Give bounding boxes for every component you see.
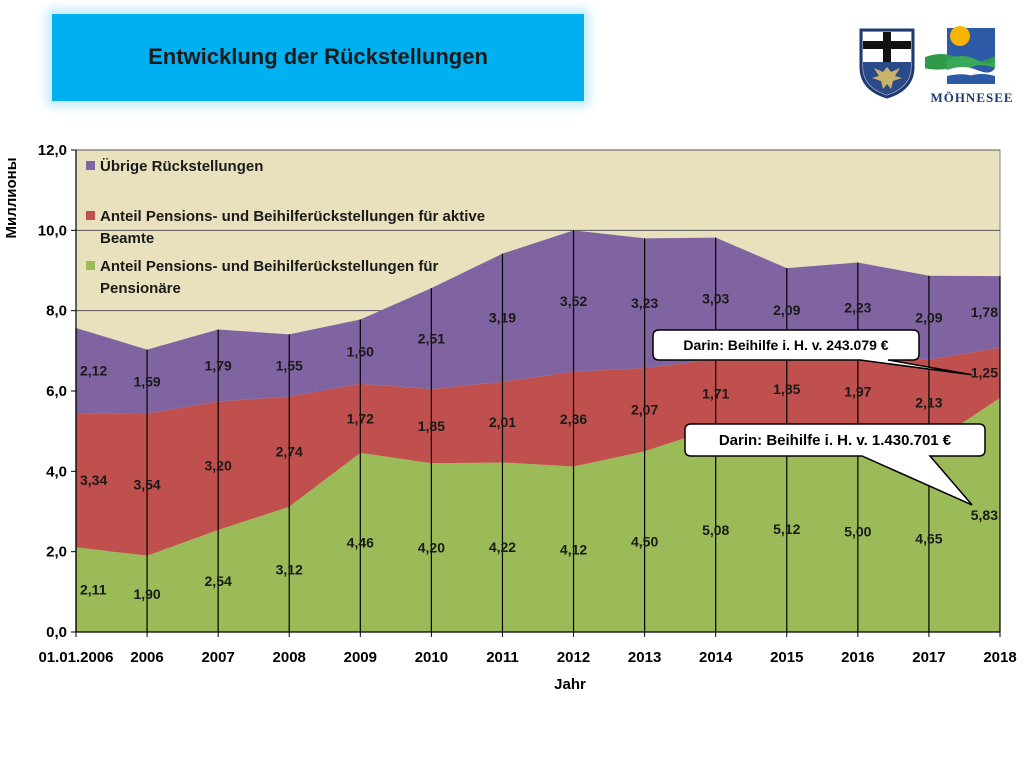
data-label: 4,20 xyxy=(418,540,445,556)
x-tick-label: 2017 xyxy=(912,649,945,666)
x-tick-label: 2012 xyxy=(557,649,590,666)
data-label: 2,54 xyxy=(205,573,232,589)
category-lines xyxy=(75,230,1001,632)
y-axis-title: Миллионы xyxy=(3,157,20,238)
x-tick-label: 2014 xyxy=(699,649,733,666)
data-label: 2,23 xyxy=(844,299,871,315)
x-tick-label: 01.01.2006 xyxy=(38,649,113,666)
x-tick-label: 2007 xyxy=(201,649,234,666)
data-label: 1,71 xyxy=(702,386,729,402)
x-tick-label: 2018 xyxy=(983,649,1016,666)
x-tick-label: 2011 xyxy=(486,649,519,666)
y-tick-label: 0,0 xyxy=(46,624,67,641)
data-label: 2,01 xyxy=(489,414,516,430)
y-tick-label: 6,0 xyxy=(46,383,67,400)
callout-text: Darin: Beihilfe i. H. v. 1.430.701 € xyxy=(719,432,952,449)
coat-of-arms-logo xyxy=(859,28,915,99)
page-title: Entwicklung der Rückstellungen xyxy=(148,44,488,69)
data-label: 1,90 xyxy=(133,586,160,602)
data-label: 2,36 xyxy=(560,411,587,427)
x-tick-label: 2010 xyxy=(415,649,448,666)
data-label: 1,85 xyxy=(418,418,445,434)
callout-box xyxy=(684,423,986,506)
legend-label: Übrige Rückstellungen xyxy=(100,158,263,175)
data-label: 4,12 xyxy=(560,541,587,557)
data-label: 2,09 xyxy=(773,302,800,318)
x-tick-label: 2008 xyxy=(273,649,306,666)
data-label: 1,25 xyxy=(971,365,998,381)
data-label: 1,59 xyxy=(133,374,160,390)
x-tick-label: 2009 xyxy=(344,649,377,666)
area-series-3 xyxy=(76,230,1000,414)
y-tick-label: 4,0 xyxy=(46,463,67,480)
y-tick-label: 8,0 xyxy=(46,303,67,320)
x-axis-title: Jahr xyxy=(554,676,586,693)
data-label: 3,12 xyxy=(276,561,303,577)
data-label: 4,65 xyxy=(915,531,942,547)
legend-swatch xyxy=(86,261,95,270)
data-label: 4,46 xyxy=(347,534,374,550)
x-tick-label: 2013 xyxy=(628,649,661,666)
legend-label: Beamte xyxy=(100,230,154,247)
data-label: 5,83 xyxy=(971,507,998,523)
legend-label: Anteil Pensions- und Beihilferückstellun… xyxy=(100,208,485,225)
data-label: 2,09 xyxy=(915,310,942,326)
title-banner: Entwicklung der Rückstellungen xyxy=(52,14,584,101)
data-label: 3,54 xyxy=(133,477,160,493)
legend-label: Anteil Pensions- und Beihilferückstellun… xyxy=(100,258,439,275)
data-label: 4,50 xyxy=(631,534,658,550)
data-label: 2,51 xyxy=(418,331,445,347)
data-labels: 2,11 1,90 2,54 3,12 4,46 4,20 4,22 4,12 4,50 5,08… xyxy=(80,290,998,601)
y-tick-label: 12,0 xyxy=(38,142,67,159)
legend-swatch xyxy=(86,161,95,170)
legend: Übrige Rückstellungen Anteil Pensions- un… xyxy=(86,158,485,297)
data-label: 1,78 xyxy=(971,304,998,320)
data-label: 2,13 xyxy=(915,394,942,410)
data-label: 4,22 xyxy=(489,539,516,555)
data-label: 1,72 xyxy=(347,410,374,426)
callout-text: Darin: Beihilfe i. H. v. 243.079 € xyxy=(683,337,888,353)
area-series-2 xyxy=(76,347,1000,556)
callout-box xyxy=(652,329,973,376)
x-tick-label: 2006 xyxy=(130,649,163,666)
data-label: 5,00 xyxy=(844,524,871,540)
data-label: 3,20 xyxy=(205,458,232,474)
data-label: 1,79 xyxy=(205,357,232,373)
legend-swatch xyxy=(86,211,95,220)
data-label: 2,74 xyxy=(276,444,303,460)
logo-caption: MÖHNESEE xyxy=(930,90,1014,105)
x-tick-label: 2016 xyxy=(841,649,874,666)
data-label: 3,23 xyxy=(631,295,658,311)
data-label: 1,55 xyxy=(276,357,303,373)
y-tick-label: 2,0 xyxy=(46,544,67,561)
data-label: 1,60 xyxy=(347,344,374,360)
data-label: 2,11 xyxy=(80,582,107,598)
data-label: 3,03 xyxy=(702,290,729,306)
y-tick-label: 10,0 xyxy=(38,222,67,239)
data-label: 1,85 xyxy=(773,381,800,397)
data-label: 3,34 xyxy=(80,472,107,488)
data-label: 3,52 xyxy=(560,293,587,309)
data-label: 2,07 xyxy=(631,402,658,418)
x-tick-label: 2015 xyxy=(770,649,803,666)
data-label: 2,12 xyxy=(80,363,107,379)
legend-label: Pensionäre xyxy=(100,280,181,297)
data-label: 3,19 xyxy=(489,310,516,326)
moehnesee-logo xyxy=(925,26,995,84)
data-label: 5,08 xyxy=(702,522,729,538)
callouts: Darin: Beihilfe i. H. v. 243.079 € Darin:… xyxy=(652,329,986,506)
axes: 0,0 2,0 4,0 6,0 8,0 10,0 12,0 01.01.2006 2006 200… xyxy=(38,142,1017,666)
data-label: 5,12 xyxy=(773,521,800,537)
data-label: 1,97 xyxy=(844,384,871,400)
